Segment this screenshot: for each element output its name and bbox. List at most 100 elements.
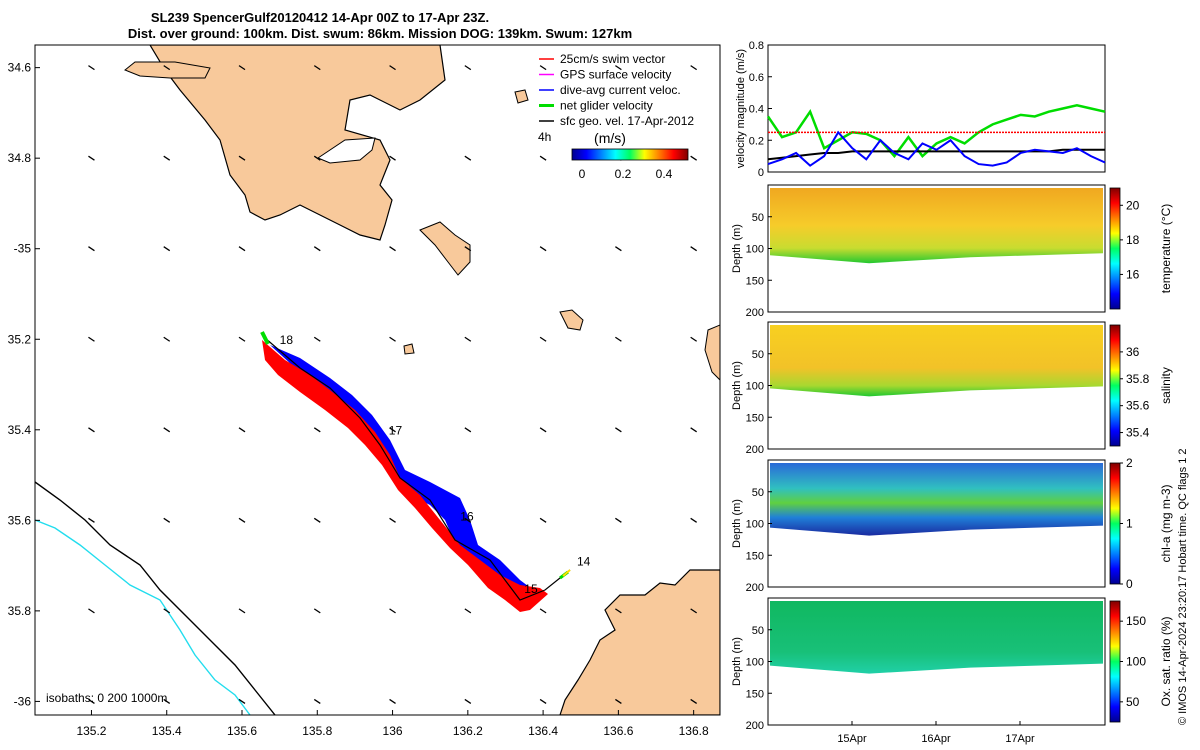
geo-velocity-arrow — [464, 517, 472, 523]
geo-velocity-arrow — [615, 698, 622, 704]
geo-velocity-arrow — [464, 246, 472, 252]
depth-tick-label: 100 — [746, 657, 764, 669]
current-vector-swath — [270, 345, 540, 608]
geo-velocity-arrow — [539, 336, 547, 342]
day-label: 16 — [460, 509, 474, 523]
map-legend: 25cm/s swim vector GPS surface velocitydi… — [538, 52, 694, 181]
cbar-tick-label: 100 — [1126, 655, 1146, 669]
geo-velocity-arrow — [238, 608, 246, 614]
geo-velocity-arrow — [539, 427, 547, 433]
depth-tick-label: 200 — [746, 307, 764, 319]
geo-velocity-arrow — [238, 336, 246, 342]
land-island-small-2 — [514, 89, 529, 104]
geo-velocity-arrow — [389, 698, 396, 704]
cbar-tick-label: 50 — [1126, 695, 1140, 709]
title-line-1: SL239 SpencerGulf20120412 14-Apr 00Z to … — [151, 10, 489, 25]
geo-velocity-arrow — [690, 65, 698, 71]
geo-velocity-arrow — [163, 65, 171, 71]
geo-velocity-arrow — [464, 608, 472, 614]
legend-item-label: sfc geo. vel. 17-Apr-2012 — [560, 114, 694, 128]
depth-tick-label: 50 — [752, 625, 764, 637]
geo-velocity-arrow — [690, 698, 698, 704]
geo-velocity-arrow — [163, 336, 171, 342]
geo-velocity-arrow — [539, 246, 547, 252]
vel-series-line — [767, 130, 1106, 167]
map-y-tick-label: -35 — [14, 242, 32, 256]
depth-tick-label: 100 — [746, 244, 764, 256]
map-y-tick-label: -36 — [14, 694, 32, 708]
geo-velocity-arrow — [88, 517, 95, 523]
geo-velocity-arrow — [238, 427, 246, 433]
vel-y-tick-label: 0.4 — [749, 104, 764, 116]
land-inlet — [316, 137, 376, 164]
map-y-tick-label: 34.8 — [8, 151, 32, 165]
cbar-label: Ox. sat. ratio (%) — [1159, 616, 1173, 706]
depth-axis-label: Depth (m) — [731, 224, 743, 273]
legend-item-label: dive-avg current veloc. — [560, 83, 681, 97]
geo-velocity-arrow — [615, 608, 622, 614]
colorbar-tick-label: 0 — [579, 167, 586, 181]
depth-tick-label: 150 — [746, 550, 764, 562]
geo-velocity-arrow — [313, 155, 321, 161]
legend-scale-label: 4h — [538, 130, 551, 144]
cbar-tick-label: 35.8 — [1126, 372, 1150, 386]
colorbar-tick-label: 0.2 — [615, 167, 632, 181]
profile-colorbar — [1109, 324, 1121, 447]
map-x-tick-label: 136 — [383, 724, 403, 738]
depth-tick-label: 150 — [746, 275, 764, 287]
geo-velocity-arrow — [313, 246, 321, 252]
geo-velocity-arrow — [690, 155, 698, 161]
geo-velocity-arrow — [389, 246, 396, 252]
geo-velocity-arrow — [238, 517, 246, 523]
cbar-tick-label: 150 — [1126, 614, 1146, 628]
geo-velocity-arrow — [539, 155, 547, 161]
map-y-tick-label: 35.2 — [8, 332, 32, 346]
geo-velocity-arrow — [238, 246, 246, 252]
land-island-small-1 — [559, 309, 584, 331]
legend-item-label: 25cm/s swim vector — [560, 52, 665, 66]
geo-velocity-arrow — [539, 517, 547, 523]
land-islands-northeast — [419, 221, 471, 276]
depth-tick-label: 50 — [752, 487, 764, 499]
geo-velocity-arrow — [690, 427, 698, 433]
geo-velocity-arrow — [313, 65, 321, 71]
geo-velocity-arrow — [539, 65, 547, 71]
land-island-right — [704, 324, 720, 381]
profile-colorbar — [1109, 462, 1121, 585]
geo-velocity-arrow — [238, 65, 246, 71]
depth-axis-label: Depth (m) — [731, 637, 743, 686]
geo-velocity-arrow — [238, 698, 246, 704]
cbar-tick-label: 1 — [1126, 517, 1133, 531]
land-island-top — [124, 61, 211, 79]
geo-velocity-arrow — [88, 65, 95, 71]
geo-velocity-arrow — [464, 336, 472, 342]
map-x-tick-label: 135.2 — [76, 724, 106, 738]
geo-velocity-arrow — [313, 517, 321, 523]
geo-velocity-arrow — [238, 155, 246, 161]
geo-velocity-arrow — [313, 608, 321, 614]
profile-panel-3: 50 100 150 200 Depth (m) 0 1 2 chl-a (mg m-3) — [731, 456, 1173, 594]
cbar-tick-label: 2 — [1126, 456, 1133, 470]
geo-velocity-arrow — [539, 698, 547, 704]
colorbar-title: (m/s) — [594, 130, 626, 146]
cbar-tick-label: 35.4 — [1126, 426, 1150, 440]
map-y-tick-label: 34.6 — [8, 61, 32, 75]
isobath-1000m — [35, 519, 251, 715]
geo-velocity-arrow — [88, 336, 95, 342]
map-x-tick-label: 135.6 — [227, 724, 257, 738]
map-x-tick-label: 136.6 — [603, 724, 633, 738]
date-tick-label: 17Apr — [1005, 733, 1035, 745]
legend-item-label: GPS surface velocity — [560, 68, 671, 82]
colorbar-tick-label: 0.4 — [656, 167, 673, 181]
geo-velocity-arrow — [88, 608, 95, 614]
depth-tick-label: 100 — [746, 519, 764, 531]
swim-vector-swath — [262, 340, 548, 612]
imos-footer-note: © IMOS 14-Apr-2024 23:20:17 Hobart time.… — [1177, 448, 1189, 725]
geo-velocity-arrow — [88, 698, 95, 704]
geo-velocity-arrow — [163, 155, 171, 161]
depth-tick-label: 200 — [746, 444, 764, 456]
geo-velocity-arrow — [389, 608, 396, 614]
